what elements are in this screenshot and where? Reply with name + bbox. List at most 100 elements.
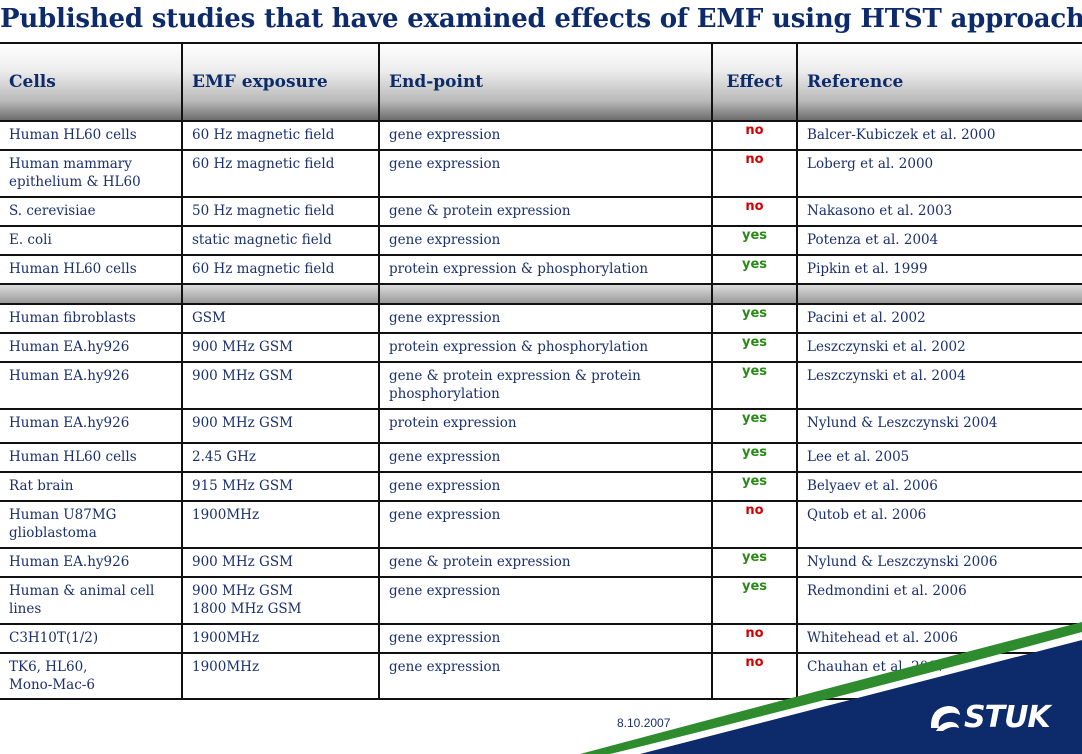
- emf-exposure-cell: 60 Hz magnetic field: [181, 120, 380, 151]
- reference-cell: Nylund & Leszczynski 2004: [796, 408, 1082, 444]
- table-row: Human HL60 cells 60 Hz magnetic field gene…: [0, 120, 1082, 151]
- effect-value-cell: yes: [711, 442, 798, 473]
- stuk-wave-icon: [930, 705, 960, 731]
- studies-table: Cells EMF exposure End-point Effect Refe…: [0, 42, 1082, 700]
- effect-value-cell: yes: [711, 254, 798, 285]
- header-cells: Cells: [0, 42, 183, 122]
- effect-value-cell: no: [711, 196, 798, 227]
- end-point-cell: gene expression: [378, 149, 713, 198]
- emf-exposure-cell: 50 Hz magnetic field: [181, 196, 380, 227]
- separator-cell: [711, 283, 798, 305]
- cell-type-cell: S. cerevisiae: [0, 196, 183, 227]
- effect-value-cell: yes: [711, 361, 798, 410]
- table-row: Human EA.hy926 900 MHz GSM protein express…: [0, 408, 1082, 444]
- reference-cell: Leszczynski et al. 2002: [796, 332, 1082, 363]
- effect-value-cell: no: [711, 500, 798, 549]
- table-row: Human EA.hy926 900 MHz GSM protein express…: [0, 332, 1082, 363]
- cell-type-cell: Human fibroblasts: [0, 303, 183, 334]
- separator-cell: [181, 283, 380, 305]
- table-body: Human HL60 cells 60 Hz magnetic field gene…: [0, 120, 1082, 700]
- emf-exposure-cell: GSM: [181, 303, 380, 334]
- cell-type-cell: Human HL60 cells: [0, 120, 183, 151]
- emf-exposure-cell: 60 Hz magnetic field: [181, 254, 380, 285]
- emf-exposure-cell: 60 Hz magnetic field: [181, 149, 380, 198]
- effect-value-cell: no: [711, 623, 798, 654]
- cell-type-cell: Human EA.hy926: [0, 332, 183, 363]
- table-row: TK6, HL60, Mono-Mac-6 1900MHz gene express…: [0, 652, 1082, 700]
- end-point-cell: protein expression: [378, 408, 713, 444]
- header-end-point: End-point: [378, 42, 713, 122]
- effect-value-cell: yes: [711, 408, 798, 444]
- reference-cell: Balcer-Kubiczek et al. 2000: [796, 120, 1082, 151]
- end-point-cell: gene expression: [378, 120, 713, 151]
- emf-exposure-cell: 2.45 GHz: [181, 442, 380, 473]
- emf-exposure-cell: 900 MHz GSM: [181, 361, 380, 410]
- emf-exposure-cell: 1900MHz: [181, 623, 380, 654]
- table-row: Human HL60 cells 60 Hz magnetic field prot…: [0, 254, 1082, 285]
- group-separator-row: [0, 283, 1082, 305]
- reference-cell: Nakasono et al. 2003: [796, 196, 1082, 227]
- effect-value-cell: no: [711, 652, 798, 700]
- table-row: Human & animal cell lines 900 MHz GSM 18…: [0, 576, 1082, 625]
- effect-value-cell: yes: [711, 576, 798, 625]
- slide-title: Published studies that have examined eff…: [0, 4, 1082, 34]
- reference-cell: Loberg et al. 2000: [796, 149, 1082, 198]
- table-row: C3H10T(1/2) 1900MHz gene expression no White…: [0, 623, 1082, 654]
- effect-value-cell: yes: [711, 471, 798, 502]
- effect-value-cell: yes: [711, 225, 798, 256]
- end-point-cell: gene & protein expression: [378, 547, 713, 578]
- reference-cell: Belyaev et al. 2006: [796, 471, 1082, 502]
- cell-type-cell: Human HL60 cells: [0, 254, 183, 285]
- effect-value-cell: yes: [711, 332, 798, 363]
- emf-exposure-cell: 900 MHz GSM: [181, 547, 380, 578]
- separator-cell: [378, 283, 713, 305]
- cell-type-cell: Human EA.hy926: [0, 408, 183, 444]
- cell-type-cell: Human U87MG glioblastoma: [0, 500, 183, 549]
- table-row: S. cerevisiae 50 Hz magnetic field gene & …: [0, 196, 1082, 227]
- end-point-cell: gene expression: [378, 442, 713, 473]
- emf-exposure-cell: 900 MHz GSM 1800 MHz GSM: [181, 576, 380, 625]
- emf-exposure-cell: 900 MHz GSM: [181, 332, 380, 363]
- table-row: Human EA.hy926 900 MHz GSM gene & protein …: [0, 547, 1082, 578]
- cell-type-cell: C3H10T(1/2): [0, 623, 183, 654]
- end-point-cell: gene expression: [378, 576, 713, 625]
- separator-cell: [796, 283, 1082, 305]
- emf-exposure-cell: 900 MHz GSM: [181, 408, 380, 444]
- reference-cell: Nylund & Leszczynski 2006: [796, 547, 1082, 578]
- reference-cell: Pacini et al. 2002: [796, 303, 1082, 334]
- cell-type-cell: Human HL60 cells: [0, 442, 183, 473]
- table-row: Human mammary epithelium & HL60 60 Hz mag…: [0, 149, 1082, 198]
- end-point-cell: gene expression: [378, 500, 713, 549]
- header-effect: Effect: [711, 42, 798, 122]
- header-emf-exposure: EMF exposure: [181, 42, 380, 122]
- end-point-cell: gene & protein expression: [378, 196, 713, 227]
- reference-cell: Whitehead et al. 2006: [796, 623, 1082, 654]
- stuk-logo-text: STUK: [964, 700, 1051, 735]
- reference-cell: Leszczynski et al. 2004: [796, 361, 1082, 410]
- end-point-cell: protein expression & phosphorylation: [378, 332, 713, 363]
- end-point-cell: gene expression: [378, 652, 713, 700]
- header-reference: Reference: [796, 42, 1082, 122]
- cell-type-cell: Human EA.hy926: [0, 547, 183, 578]
- effect-value-cell: yes: [711, 303, 798, 334]
- cell-type-cell: Rat brain: [0, 471, 183, 502]
- stuk-logo: STUK: [928, 700, 1051, 735]
- table-row: E. coli static magnetic field gene express…: [0, 225, 1082, 256]
- separator-cell: [0, 283, 183, 305]
- footer-date: 8.10.2007: [617, 716, 671, 730]
- emf-exposure-cell: 1900MHz: [181, 500, 380, 549]
- cell-type-cell: TK6, HL60, Mono-Mac-6: [0, 652, 183, 700]
- end-point-cell: gene expression: [378, 303, 713, 334]
- reference-cell: Redmondini et al. 2006: [796, 576, 1082, 625]
- end-point-cell: gene & protein expression & protein phos…: [378, 361, 713, 410]
- cell-type-cell: Human & animal cell lines: [0, 576, 183, 625]
- cell-type-cell: Human EA.hy926: [0, 361, 183, 410]
- reference-cell: Qutob et al. 2006: [796, 500, 1082, 549]
- end-point-cell: gene expression: [378, 623, 713, 654]
- table-row: Human U87MG glioblastoma 1900MHz gene expr…: [0, 500, 1082, 549]
- effect-value-cell: yes: [711, 547, 798, 578]
- reference-cell: Lee et al. 2005: [796, 442, 1082, 473]
- table-row: Rat brain 915 MHz GSM gene expression yes Be…: [0, 471, 1082, 502]
- table-row: Human EA.hy926 900 MHz GSM gene & protein …: [0, 361, 1082, 410]
- end-point-cell: protein expression & phosphorylation: [378, 254, 713, 285]
